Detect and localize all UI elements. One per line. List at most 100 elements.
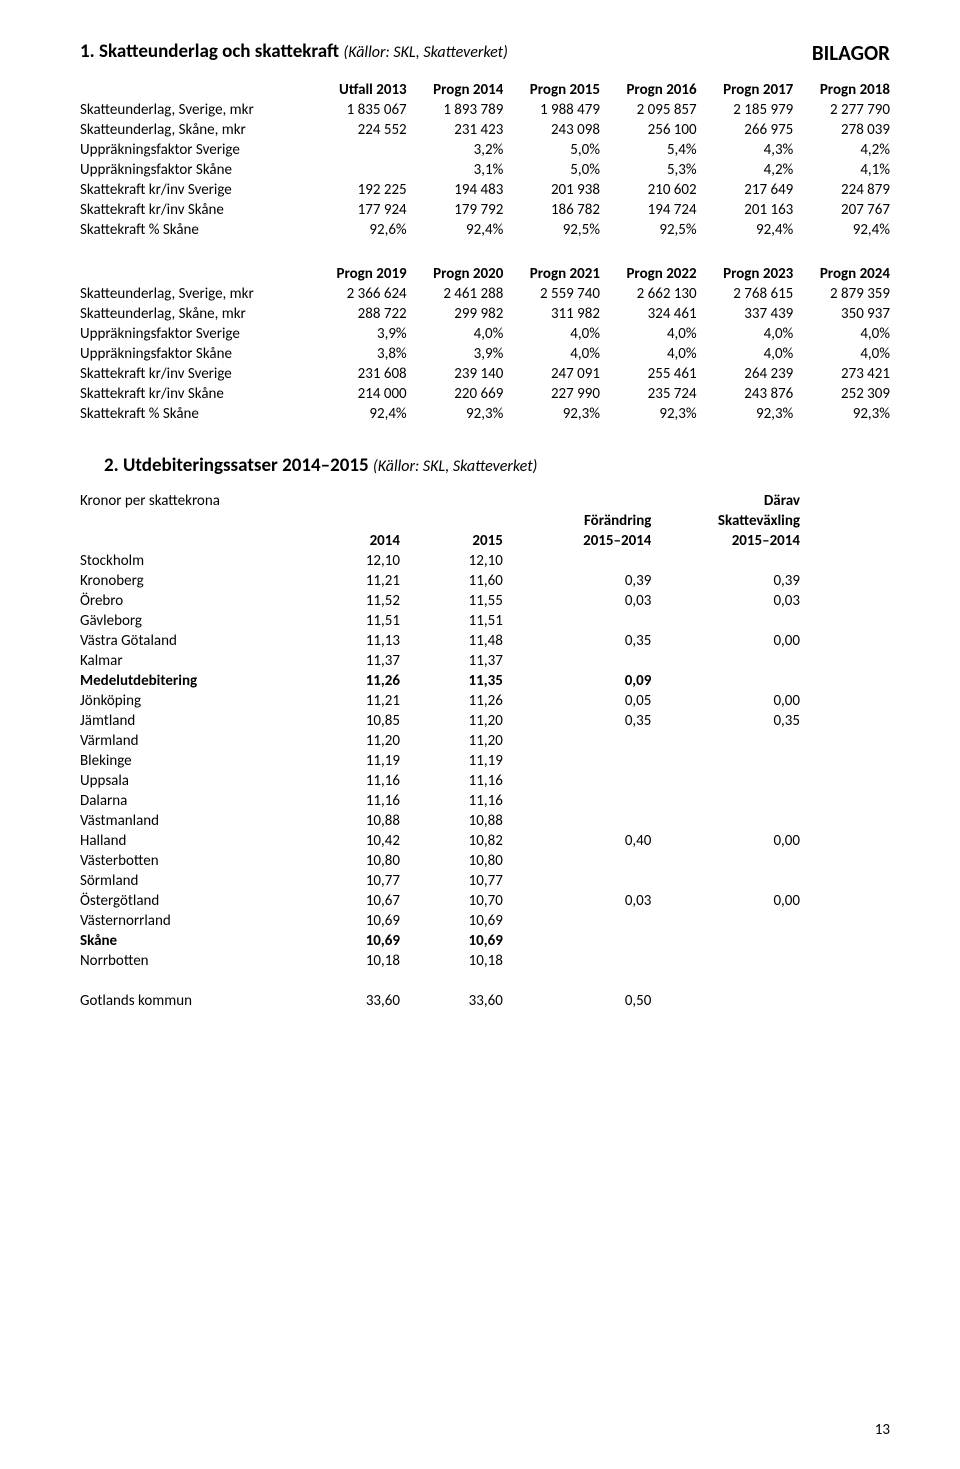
t3-row-label: Medelutdebitering [80,671,297,691]
t3-cell: 11,21 [297,571,400,591]
row-label: Skattekraft kr/inv Sverige [80,180,310,200]
cell-value: 92,4% [697,220,794,240]
t3-row-label: Jönköping [80,691,297,711]
t3-cell: 10,88 [297,811,400,831]
t3-cell: 11,20 [400,711,503,731]
row-label: Uppräkningsfaktor Skåne [80,160,310,180]
t3-cell [651,871,800,891]
t3-cell: 11,16 [297,791,400,811]
h-2014: 2014 [297,531,400,551]
t3-cell [651,671,800,691]
t3-row-label: Kalmar [80,651,297,671]
table-header: Progn 2019 [310,264,407,284]
t3-row-label: Västra Götaland [80,631,297,651]
cell-value: 177 924 [310,200,407,220]
h-skattevaxling: Skatteväxling [651,511,800,531]
section1-source: (Källor: SKL, Skatteverket) [343,43,508,62]
t3-cell: 10,18 [297,951,400,971]
t3-cell: 11,26 [297,671,400,691]
cell-value: 192 225 [310,180,407,200]
t3-row-label: Värmland [80,731,297,751]
t3-cell: 11,48 [400,631,503,651]
t3-cell [651,731,800,751]
t3-row-label: Västerbotten [80,851,297,871]
t3-cell: 11,37 [400,651,503,671]
t3-cell [651,951,800,971]
t3-cell [651,651,800,671]
table-header: Progn 2021 [503,264,600,284]
cell-value: 186 782 [503,200,600,220]
t3-footer-cell: 0,50 [503,991,652,1011]
t3-cell [651,791,800,811]
cell-value: 4,0% [600,324,697,344]
t3-cell: 0,35 [503,631,652,651]
t3-cell: 0,00 [651,831,800,851]
t3-cell: 11,37 [297,651,400,671]
cell-value: 179 792 [407,200,504,220]
t3-footer-cell [651,991,800,1011]
cell-value: 2 095 857 [600,100,697,120]
cell-value: 4,0% [697,344,794,364]
t3-cell: 11,16 [400,771,503,791]
t3-cell [503,931,652,951]
cell-value: 194 483 [407,180,504,200]
t3-row-label: Jämtland [80,711,297,731]
cell-value: 92,3% [793,404,890,424]
t3-cell: 0,35 [503,711,652,731]
cell-value: 264 239 [697,364,794,384]
bilagor-label: BILAGOR [812,40,890,66]
table-header: Progn 2015 [503,80,600,100]
cell-value: 337 439 [697,304,794,324]
cell-value: 92,3% [407,404,504,424]
cell-value: 220 669 [407,384,504,404]
cell-value: 243 876 [697,384,794,404]
t3-cell: 11,16 [400,791,503,811]
t3-cell: 10,80 [297,851,400,871]
t3-row-label: Västmanland [80,811,297,831]
t3-cell: 0,00 [651,891,800,911]
cell-value: 227 990 [503,384,600,404]
t3-cell: 11,13 [297,631,400,651]
cell-value: 201 938 [503,180,600,200]
table-header: Progn 2022 [600,264,697,284]
row-label: Skattekraft % Skåne [80,220,310,240]
cell-value: 214 000 [310,384,407,404]
t3-cell: 10,77 [400,871,503,891]
cell-value: 92,4% [310,404,407,424]
t3-cell [503,651,652,671]
cell-value: 210 602 [600,180,697,200]
cell-value: 4,0% [600,344,697,364]
h-2015: 2015 [400,531,503,551]
row-label: Skatteunderlag, Sverige, mkr [80,100,310,120]
t3-cell: 0,35 [651,711,800,731]
t3-cell [651,911,800,931]
cell-value: 4,2% [697,160,794,180]
t3-row-label: Kronoberg [80,571,297,591]
t3-cell: 11,16 [297,771,400,791]
row-label: Skatteunderlag, Skåne, mkr [80,304,310,324]
t3-row-label: Dalarna [80,791,297,811]
h-forandring: Förändring [503,511,652,531]
cell-value: 5,0% [503,140,600,160]
t3-cell [503,791,652,811]
t3-cell: 11,19 [400,751,503,771]
table-header: Progn 2018 [793,80,890,100]
cell-value: 92,5% [600,220,697,240]
cell-value: 3,9% [407,344,504,364]
t3-row-label: Stockholm [80,551,297,571]
cell-value: 3,8% [310,344,407,364]
cell-value: 231 423 [407,120,504,140]
t3-cell: 11,55 [400,591,503,611]
cell-value: 239 140 [407,364,504,384]
table-header: Progn 2016 [600,80,697,100]
h-darav: Därav [651,491,800,511]
t3-cell: 10,69 [297,931,400,951]
cell-value: 350 937 [793,304,890,324]
cell-value: 252 309 [793,384,890,404]
table3-note: Kronor per skattekrona [80,491,297,511]
table-header: Progn 2020 [407,264,504,284]
t3-cell: 0,09 [503,671,652,691]
page: 1. Skatteunderlag och skattekraft (Källo… [0,0,960,1469]
row-label: Uppräkningsfaktor Sverige [80,140,310,160]
h-diff-b: 2015–2014 [651,531,800,551]
